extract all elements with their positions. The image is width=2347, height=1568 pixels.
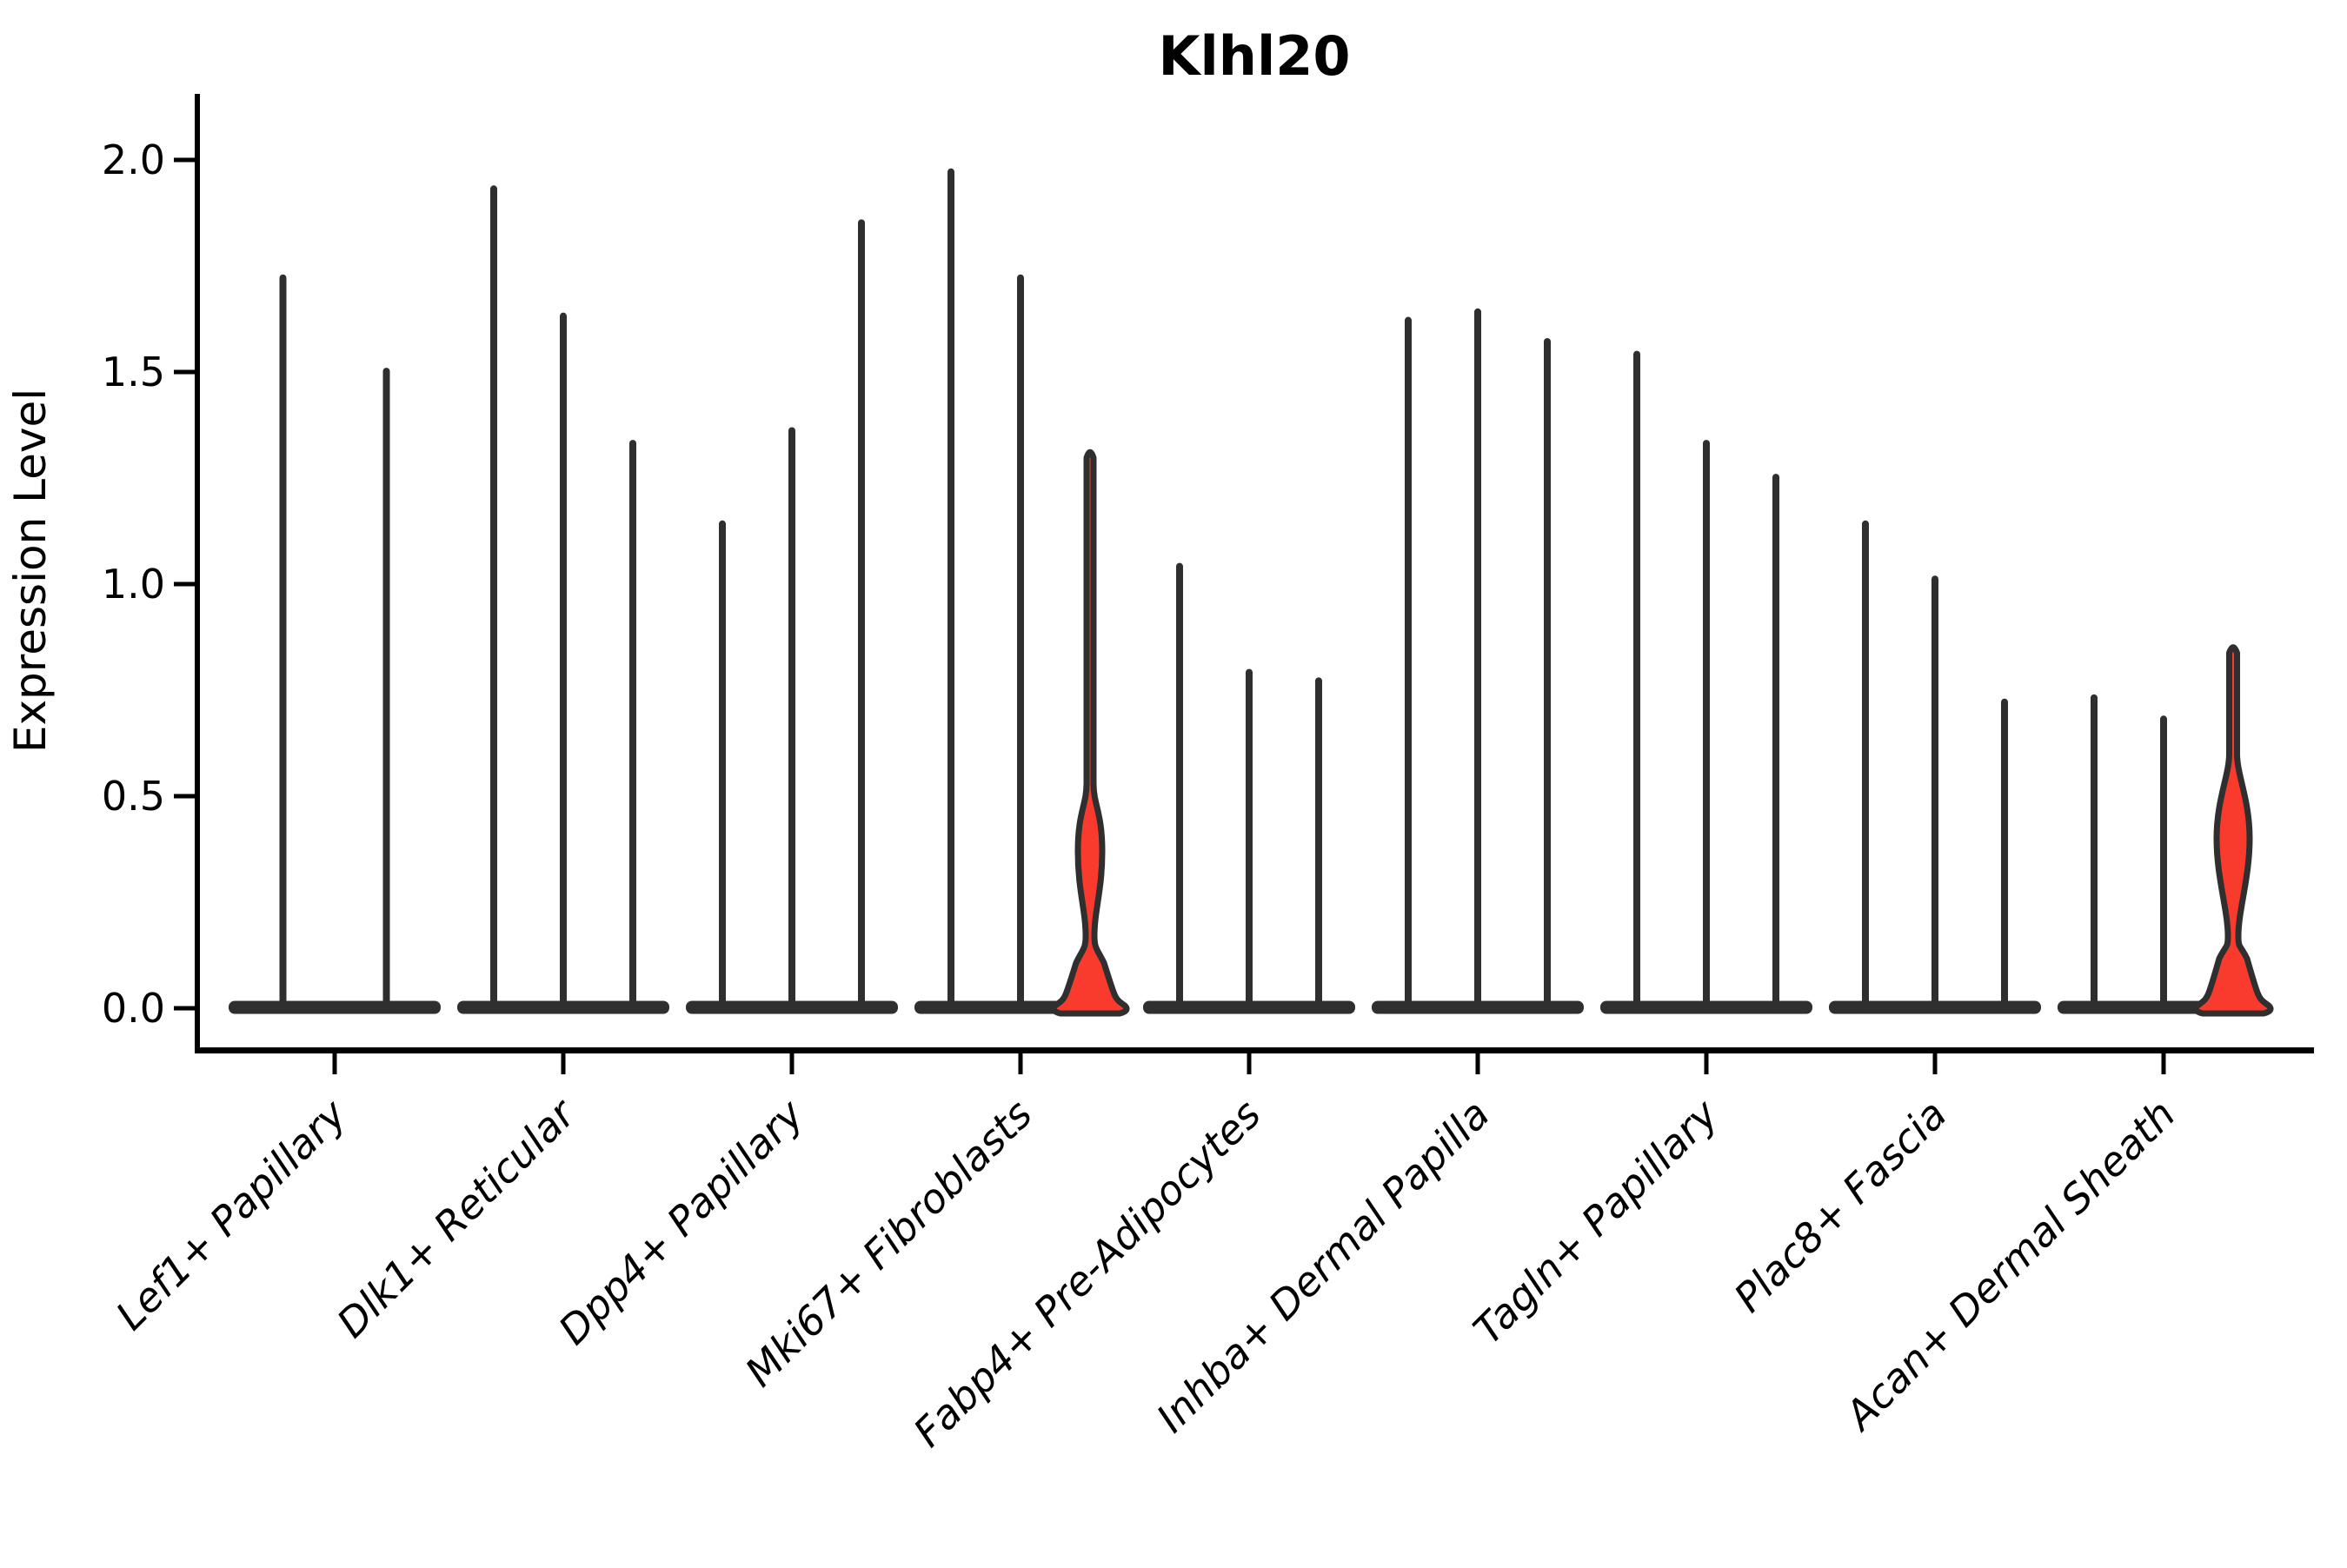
x-tick-label: Dlk1+ Reticular (328, 1088, 586, 1346)
x-tick-label: Plac8+ Fascia (1725, 1091, 1955, 1321)
violin-highlighted (1050, 448, 1130, 1017)
y-tick-label: 0.0 (102, 985, 165, 1032)
x-tick-label: Dpp4+ Papillary (549, 1090, 813, 1353)
x-tick-label: Tagln+ Papillary (1464, 1090, 1727, 1353)
violin-base-bar (229, 1000, 441, 1014)
chart-title: Klhl20 (1159, 24, 1351, 88)
y-tick-label: 0.5 (102, 773, 165, 820)
x-axis-spine (195, 1047, 2314, 1053)
y-tick-label: 1.0 (102, 561, 165, 608)
y-axis-label: Expression Level (5, 389, 56, 753)
y-tick-label: 2.0 (102, 136, 165, 183)
y-tick-label: 1.5 (102, 349, 165, 395)
x-tick-label: Lef1+ Papillary (107, 1090, 356, 1339)
violin-highlighted (2192, 644, 2274, 1017)
y-axis-spine (195, 94, 200, 1053)
